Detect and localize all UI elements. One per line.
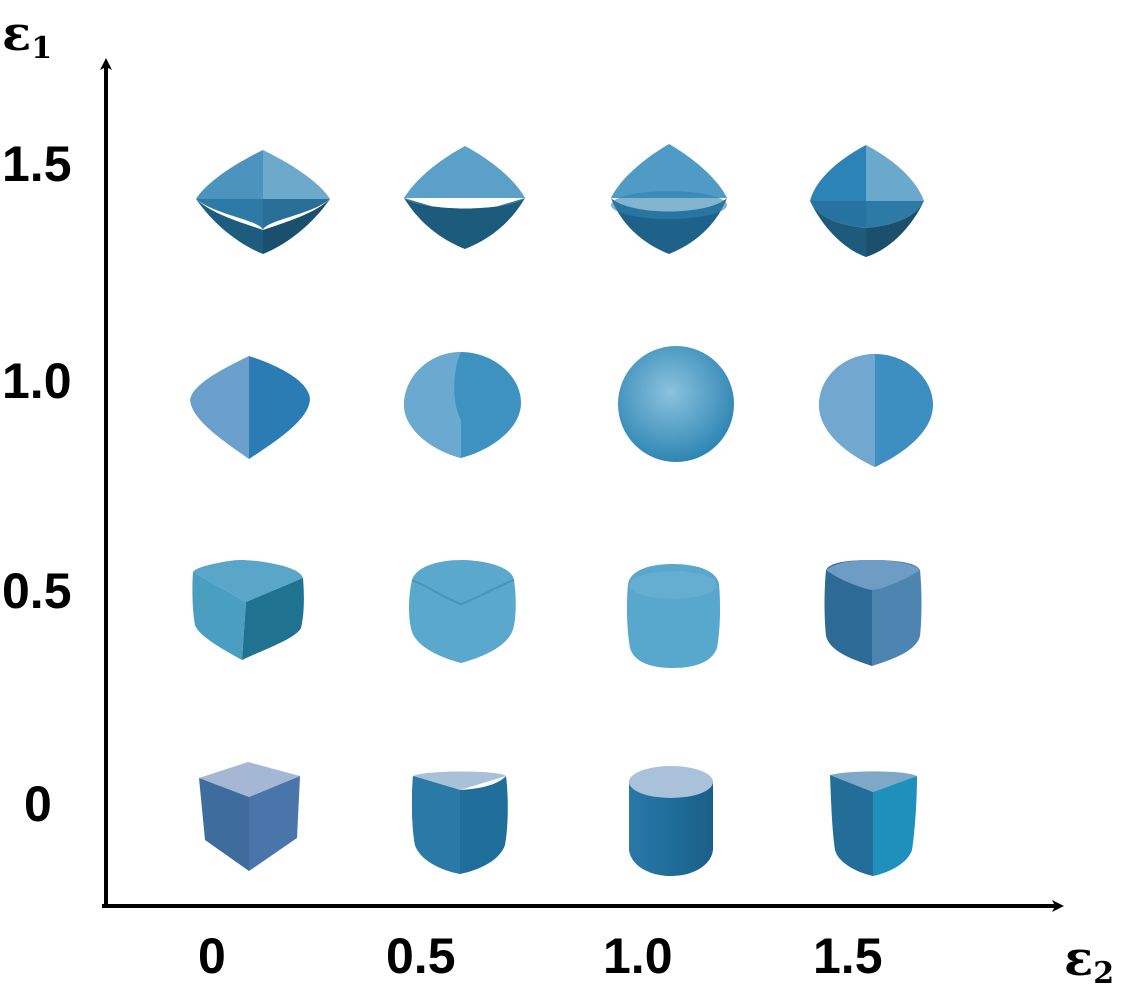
x-axis-subscript: 2	[1093, 956, 1114, 991]
shape-e1-1.0-e2-1.5	[819, 354, 933, 467]
y-axis-title: ε1	[2, 6, 52, 66]
x-tick-label: 0.5	[386, 928, 456, 984]
shape-e1-0.5-e2-1.5	[824, 560, 922, 666]
shape-e1-1.0-e2-1.0	[618, 346, 734, 462]
x-tick-label: 0	[198, 928, 226, 984]
shape-e1-0-e2-1.5	[830, 771, 917, 876]
shape-e1-0.5-e2-0.5	[409, 560, 516, 663]
x-axis-title: ε2	[1064, 931, 1114, 991]
shape-e1-0-e2-1.0	[629, 766, 713, 876]
shape-e1-0.5-e2-1.0	[626, 564, 721, 668]
x-tick-label: 1.5	[813, 928, 883, 984]
shape-e1-1.5-e2-1.0	[611, 144, 727, 254]
y-axis-subscript: 1	[31, 31, 52, 66]
y-tick-label: 0.5	[2, 563, 72, 619]
y-tick-label: 1.0	[2, 353, 72, 409]
y-axis-symbol: ε	[2, 6, 31, 62]
shape-e1-1.5-e2-0	[196, 150, 330, 254]
shape-e1-0-e2-0.5	[411, 771, 508, 874]
x-axis-symbol: ε	[1064, 931, 1093, 987]
shape-e1-1.0-e2-0	[190, 356, 310, 459]
shape-e1-0.5-e2-0	[192, 560, 304, 660]
y-tick-label: 1.5	[2, 136, 72, 192]
x-tick-label: 1.0	[603, 928, 673, 984]
shape-e1-1.5-e2-0.5	[404, 146, 525, 249]
shape-e1-1.0-e2-0.5	[404, 352, 521, 458]
y-tick-label: 0	[24, 776, 52, 832]
shape-e1-0-e2-0	[199, 762, 300, 871]
shape-e1-1.5-e2-1.5	[810, 145, 924, 257]
